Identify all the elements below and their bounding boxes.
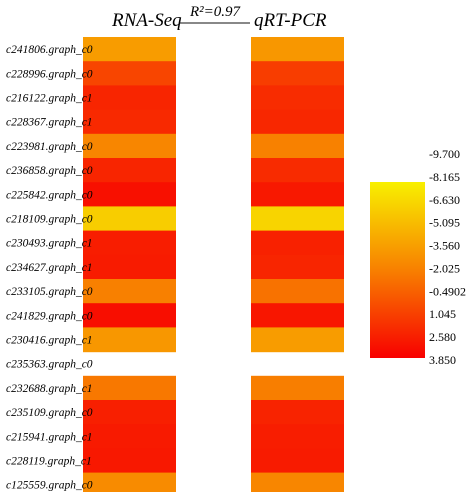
heatmap-cell-qrt-pcr-13 [251,327,344,353]
heatmap-cell-qrt-pcr-16 [251,400,344,425]
heatmap-cell-qrt-pcr-1 [251,37,344,62]
row-label: c228367.graph_c1 [6,117,93,129]
colorbar-tick-label: 3.850 [429,353,456,367]
column-title-qrt-pcr: qRT-PCR [254,10,327,31]
row-label: c125559.graph_c0 [6,480,93,492]
colorbar-tick-label: 1.045 [429,307,456,321]
row-label: c225842.graph_c0 [6,189,93,201]
heatmap-cell-qrt-pcr-19 [251,472,344,492]
colorbar-tick-label: -2.025 [429,261,460,275]
heatmap-cell-rna-seq-11 [83,279,176,304]
heatmap-cell-rna-seq-15 [83,375,176,401]
row-label: c228119.graph_c1 [6,456,92,468]
heatmap-cell-qrt-pcr-8 [251,206,344,232]
heatmap-cell-rna-seq-9 [83,230,176,256]
row-label: c232688.graph_c1 [6,383,93,395]
row-label: c241806.graph_c0 [6,44,93,56]
correlation-annotation: R²=0.97 [189,4,242,20]
heatmap-cells [83,37,344,492]
heatmap-cell-rna-seq-10 [83,254,176,280]
colorbar-tick-label: -8.165 [429,170,460,184]
row-label: c216122.graph_c1 [6,93,93,105]
heatmap-cell-rna-seq-16 [83,400,176,425]
colorbar-tick-label: -9.700 [429,147,460,161]
colorbar-tick-label: -0.4902 [429,284,466,298]
row-label: c235363.graph_c0 [6,359,93,371]
heatmap-cell-rna-seq-19 [83,472,176,492]
colorbar-tick-label: -6.630 [429,193,460,207]
heatmap-cell-rna-seq-4 [83,109,176,135]
heatmap-cell-rna-seq-6 [83,158,176,183]
heatmap-cell-rna-seq-17 [83,424,176,449]
colorbar-tick-label: 2.580 [429,330,456,344]
heatmap-cell-rna-seq-7 [83,182,176,207]
colorbar [370,182,425,358]
heatmap-cell-qrt-pcr-17 [251,424,344,449]
heatmap-cell-qrt-pcr-12 [251,303,344,328]
heatmap-cell-rna-seq-18 [83,448,176,474]
row-label: c233105.graph_c0 [6,286,93,298]
heatmap-cell-qrt-pcr-11 [251,279,344,304]
heatmap-cell-qrt-pcr-15 [251,375,344,401]
colorbar-tick-label: -3.560 [429,239,460,253]
heatmap-cell-rna-seq-1 [83,37,176,62]
row-label: c236858.graph_c0 [6,165,93,177]
row-label: c241829.graph_c0 [6,310,93,322]
heatmap-cell-qrt-pcr-4 [251,109,344,135]
heatmap-cell-qrt-pcr-9 [251,230,344,256]
row-label: c215941.graph_c1 [6,431,93,443]
heatmap-cell-qrt-pcr-18 [251,448,344,474]
row-label: c230493.graph_c1 [6,238,93,250]
heatmap-cell-rna-seq-8 [83,206,176,232]
colorbar-ticks: -9.700 -8.165 -6.630 -5.095 -3.560 -2.025 -0.4… [429,147,466,367]
row-label: c218109.graph_c0 [6,214,93,226]
colorbar-tick-label: -5.095 [429,216,460,230]
heatmap-cell-qrt-pcr-10 [251,254,344,280]
heatmap-cell-rna-seq-13 [83,327,176,353]
heatmap-cell-qrt-pcr-7 [251,182,344,207]
heatmap-cell-qrt-pcr-3 [251,85,344,111]
row-label: c228996.graph_c0 [6,68,93,80]
row-label: c234627.graph_c1 [6,262,93,274]
heatmap-cell-rna-seq-12 [83,303,176,328]
row-label: c223981.graph_c0 [6,141,93,153]
heatmap-cell-rna-seq-3 [83,85,176,111]
heatmap-cell-qrt-pcr-2 [251,61,344,86]
heatmap-cell-qrt-pcr-5 [251,133,344,159]
heatmap-cell-rna-seq-5 [83,133,176,159]
column-title-rna-seq: RNA-Seq [111,10,182,31]
row-label: c230416.graph_c1 [6,335,93,347]
row-label: c235109.graph_c0 [6,407,93,419]
heatmap-cell-qrt-pcr-6 [251,158,344,183]
heatmap-cell-rna-seq-2 [83,61,176,86]
row-labels: c241806.graph_c0 c228996.graph_c0 c216122.… [6,44,93,492]
